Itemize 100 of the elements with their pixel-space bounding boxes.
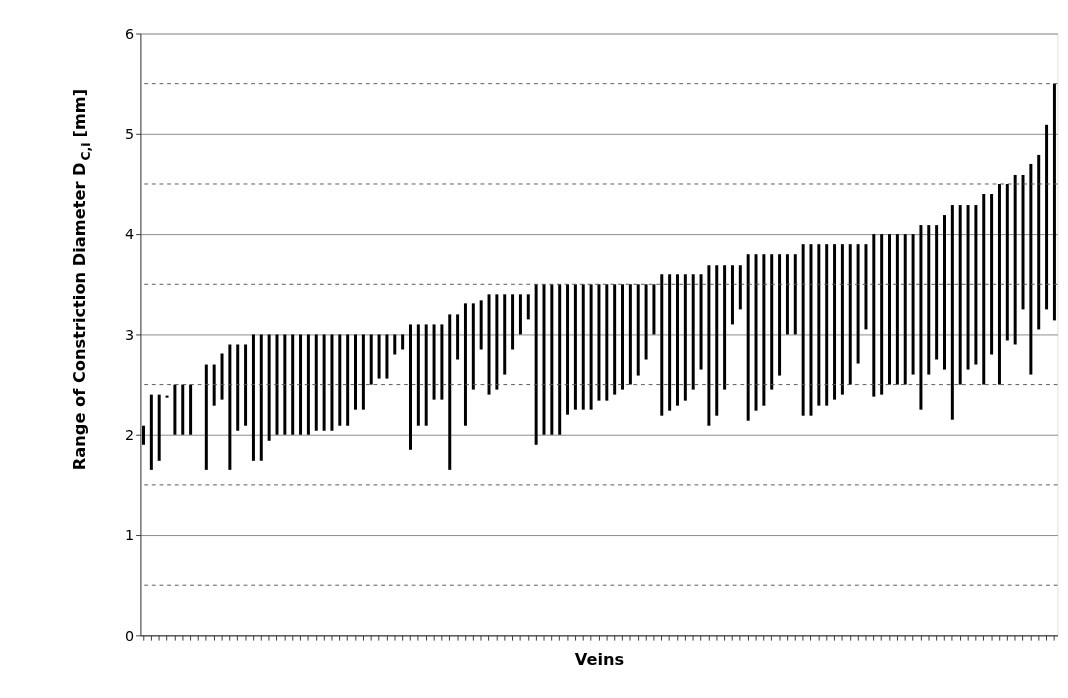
bar [621, 284, 625, 390]
bar [142, 425, 145, 445]
bar [338, 334, 342, 426]
bar [361, 334, 365, 410]
bar [644, 284, 648, 360]
bar [463, 303, 467, 426]
bar [691, 274, 695, 390]
y-axis-title: Range of Constriction Diameter DC,i [mm] [70, 88, 93, 471]
bar [181, 384, 185, 435]
bar [958, 205, 962, 385]
bar [566, 284, 570, 415]
bar [888, 234, 892, 385]
bar [935, 225, 939, 360]
bar [542, 284, 546, 435]
bar [1045, 124, 1049, 310]
x-axis-title: Veins [574, 649, 625, 669]
bar [487, 294, 491, 395]
bar [165, 395, 169, 398]
bar [220, 353, 224, 400]
bar [306, 334, 310, 435]
bar [778, 254, 782, 376]
bar [864, 244, 868, 330]
bar [479, 300, 483, 350]
bar [244, 344, 248, 426]
bar [903, 234, 907, 385]
bar [919, 225, 923, 410]
y-tick-label: 6 [125, 25, 135, 42]
bar [1037, 154, 1041, 330]
bar [440, 324, 444, 400]
bar [723, 265, 727, 390]
bar [1021, 174, 1025, 310]
bar [974, 205, 978, 365]
bar [1052, 83, 1056, 321]
bar [668, 274, 672, 411]
bar [189, 384, 193, 435]
bar [149, 394, 153, 470]
bar [550, 284, 554, 435]
bar [456, 314, 460, 360]
bar [377, 334, 381, 379]
bar [762, 254, 766, 406]
bar [589, 284, 593, 410]
y-tick-label: 4 [125, 226, 135, 243]
bar [982, 194, 986, 385]
bar [157, 394, 161, 461]
y-tick-label: 0 [125, 627, 135, 644]
bar [518, 294, 522, 335]
bar [401, 334, 405, 350]
bar [1005, 183, 1009, 341]
bar [613, 284, 617, 395]
bar [1029, 163, 1033, 375]
bar [573, 284, 577, 410]
bar [212, 364, 216, 406]
bar [785, 254, 789, 335]
bar [943, 215, 946, 370]
bar [416, 324, 420, 426]
bar [636, 284, 640, 376]
bar [299, 334, 303, 435]
bar [833, 244, 837, 400]
y-tick-label: 3 [125, 326, 135, 343]
bar [432, 324, 436, 400]
bar [204, 364, 208, 470]
bar [534, 284, 538, 445]
bar [997, 183, 1001, 385]
bar [558, 284, 562, 435]
bar [354, 334, 358, 410]
bar [699, 274, 703, 370]
bar [817, 244, 821, 406]
bar [385, 334, 389, 379]
bar [950, 205, 954, 420]
bar [746, 254, 750, 421]
bar [236, 344, 240, 431]
bar [259, 334, 263, 461]
bar [1013, 174, 1017, 345]
bar [283, 334, 287, 435]
bar [251, 334, 255, 461]
bar [471, 303, 475, 390]
bar [228, 344, 232, 470]
y-tick-label: 5 [125, 126, 135, 143]
bar [605, 284, 609, 401]
bar [652, 284, 656, 335]
bar [730, 265, 734, 325]
bar [448, 314, 452, 470]
y-tick-label: 1 [125, 527, 135, 544]
bar [966, 205, 970, 370]
bar [809, 244, 813, 416]
bar [409, 324, 412, 450]
bar [275, 334, 279, 435]
bar [911, 234, 915, 375]
bar [770, 254, 774, 390]
bar [990, 194, 994, 355]
bar [503, 294, 507, 375]
bar [927, 225, 931, 375]
bar [872, 234, 876, 397]
bar [683, 274, 687, 401]
bar [495, 294, 499, 390]
bar [267, 334, 271, 441]
bar [880, 234, 884, 395]
bar [754, 254, 758, 411]
bar [511, 294, 515, 350]
bar [793, 254, 797, 335]
